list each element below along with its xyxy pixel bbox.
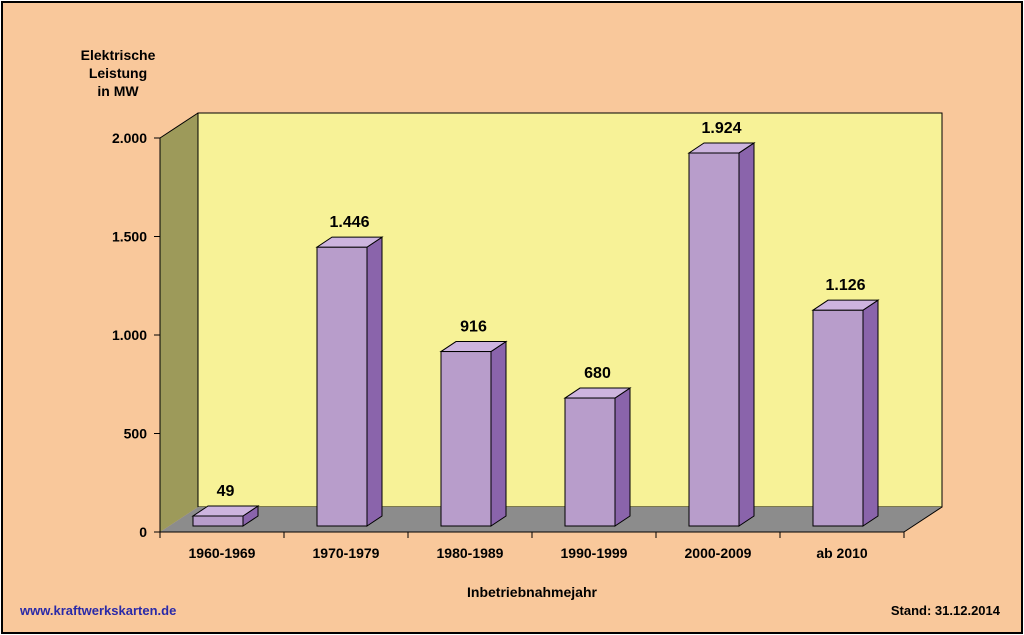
bar-side <box>862 299 879 527</box>
x-tick-label: 1980-1989 <box>437 545 504 561</box>
bar-side <box>614 387 631 527</box>
y-tick-label: 1.500 <box>112 229 147 245</box>
bar: 1.446 <box>315 214 384 527</box>
bar: 1.924 <box>687 120 756 527</box>
x-tick-label: ab 2010 <box>816 545 868 561</box>
y-tick-label: 1.000 <box>112 327 147 343</box>
bar-front <box>812 309 864 527</box>
x-tick-label: 1960-1969 <box>189 545 256 561</box>
y-tick-label: 0 <box>139 524 147 540</box>
bar-value-label: 1.924 <box>701 120 741 137</box>
bar-top <box>439 341 508 353</box>
bar-side <box>366 236 383 527</box>
bar-top <box>811 299 880 311</box>
side-wall-top-edge <box>159 112 199 139</box>
bar-top <box>191 505 260 517</box>
floor-right-edge <box>903 506 943 533</box>
x-tick-label: 2000-2009 <box>685 545 752 561</box>
y-axis-title-line1: Elektrische <box>81 47 156 63</box>
bar-value-label: 49 <box>217 483 235 500</box>
bar-front <box>688 152 740 527</box>
bar-value-label: 1.126 <box>825 277 865 294</box>
bar: 916 <box>439 319 508 527</box>
y-axis-title-line2: Leistung <box>89 65 147 81</box>
bar-front <box>440 351 492 527</box>
x-tick-label: 1970-1979 <box>313 545 380 561</box>
y-axis-ticks: 0 500 1.000 1.500 2.000 <box>112 130 160 540</box>
side-wall <box>160 113 198 532</box>
bar-front <box>192 515 244 527</box>
bar-side <box>738 142 755 527</box>
x-tick-label: 1990-1999 <box>561 545 628 561</box>
bar-value-label: 1.446 <box>329 214 369 231</box>
bar-front <box>316 246 368 527</box>
x-axis-ticks: 1960-1969 1970-1979 1980-1989 1990-1999 2000… <box>159 532 905 561</box>
y-tick-label: 500 <box>124 426 148 442</box>
bar-value-label: 680 <box>584 365 611 382</box>
bars: 49 1.446 916 680 1.924 1.126 <box>191 120 880 527</box>
bar-top <box>315 236 384 248</box>
bar-front <box>564 397 616 527</box>
bar-top <box>563 387 632 399</box>
y-tick-label: 2.000 <box>112 130 147 146</box>
bar: 1.126 <box>811 277 880 527</box>
bar-side <box>490 340 507 527</box>
stand-date: Stand: 31.12.2014 <box>891 603 1001 618</box>
x-axis-title: Inbetriebnahmejahr <box>467 584 597 600</box>
bar: 49 <box>191 483 260 527</box>
bar-top <box>687 142 756 154</box>
bar-value-label: 916 <box>460 319 487 336</box>
website-link[interactable]: www.kraftwerkskarten.de <box>19 603 176 618</box>
bar: 680 <box>563 365 632 527</box>
y-axis-title-line3: in MW <box>97 83 139 99</box>
